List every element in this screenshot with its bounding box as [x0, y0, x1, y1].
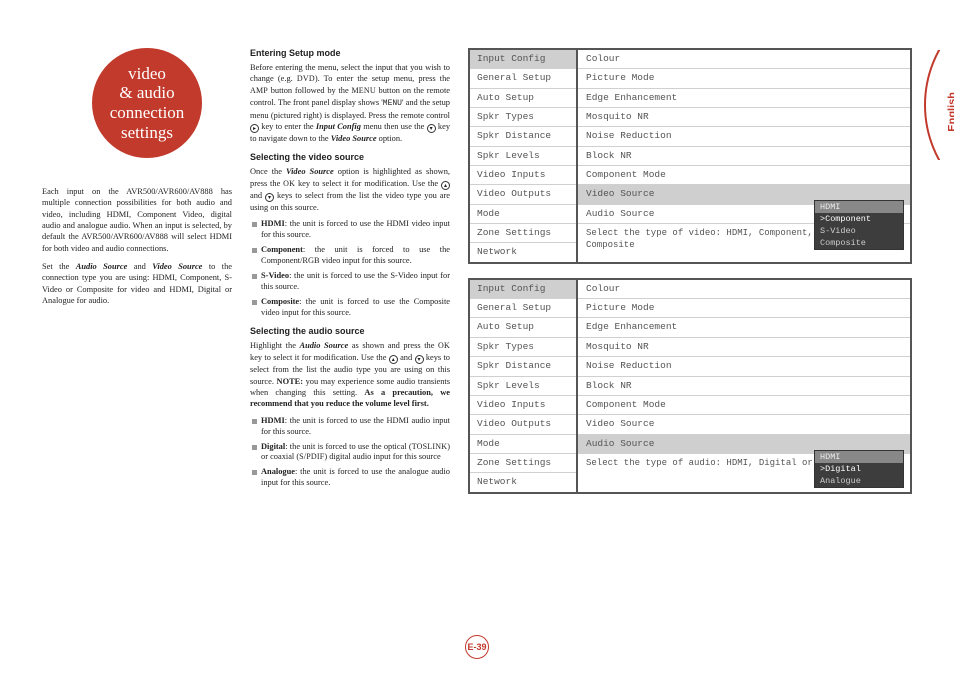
osd-menu-item: Spkr Levels — [470, 377, 576, 396]
osd-menu-item: Mode — [470, 435, 576, 454]
heading-setup: Entering Setup mode — [250, 48, 450, 58]
osd-menu-item: Spkr Types — [470, 338, 576, 357]
osd-menu-item: Spkr Distance — [470, 127, 576, 146]
osd-popup-header: HDMI — [815, 451, 903, 463]
osd-option-row: Colour — [578, 280, 910, 299]
list-item: S-Video: the unit is forced to use the S… — [250, 271, 450, 293]
list-item: Component: the unit is forced to use the… — [250, 245, 450, 267]
heading-audio: Selecting the audio source — [250, 326, 450, 336]
osd-option-row: Mosquito NR — [578, 338, 910, 357]
osd-popup-item: Analogue — [815, 475, 903, 487]
osd-option-row: Block NR — [578, 147, 910, 166]
osd-popup-item: S-Video — [815, 225, 903, 237]
osd-option-row: Picture Mode — [578, 69, 910, 88]
video-paragraph: Once the Video Source option is highligh… — [250, 166, 450, 213]
right-column: Input ConfigGeneral SetupAuto SetupSpkr … — [468, 48, 912, 494]
nav-down-icon: ▾ — [265, 193, 274, 202]
osd-popup-item: >Digital — [815, 463, 903, 475]
osd-menu-item: Auto Setup — [470, 318, 576, 337]
list-item: HDMI: the unit is forced to use the HDMI… — [250, 219, 450, 241]
osd-option-row: Noise Reduction — [578, 357, 910, 376]
osd-menu-item: Video Outputs — [470, 415, 576, 434]
osd-menu-item: Mode — [470, 205, 576, 224]
osd-left-menu: Input ConfigGeneral SetupAuto SetupSpkr … — [470, 50, 578, 262]
osd-menu-item: Zone Settings — [470, 454, 576, 473]
video-list: HDMI: the unit is forced to use the HDMI… — [250, 219, 450, 318]
osd-left-menu: Input ConfigGeneral SetupAuto SetupSpkr … — [470, 280, 578, 492]
setup-paragraph: Before entering the menu, select the inp… — [250, 62, 450, 144]
osd-menu-item: Auto Setup — [470, 89, 576, 108]
osd-popup: HDMI>Component S-Video Composite — [814, 200, 904, 250]
left-column: video & audio connection settings Each i… — [42, 48, 232, 494]
osd-popup-item: Composite — [815, 237, 903, 249]
osd-option-row: Component Mode — [578, 396, 910, 415]
osd-option-row: Component Mode — [578, 166, 910, 185]
audio-paragraph: Highlight the Audio Source as shown and … — [250, 340, 450, 409]
page-number: E-39 — [465, 635, 489, 659]
osd-option-row: Mosquito NR — [578, 108, 910, 127]
nav-right-icon: ▸ — [250, 124, 259, 133]
mid-column: Entering Setup mode Before entering the … — [250, 48, 450, 494]
badge-text: video & audio connection settings — [110, 64, 185, 142]
osd-screen-video: Input ConfigGeneral SetupAuto SetupSpkr … — [468, 48, 912, 264]
left-body: Each input on the AVR500/AVR600/AV888 ha… — [42, 186, 232, 306]
osd-option-row: Edge Enhancement — [578, 89, 910, 108]
osd-menu-item: Video Outputs — [470, 185, 576, 204]
osd-menu-item: Zone Settings — [470, 224, 576, 243]
osd-menu-item: General Setup — [470, 299, 576, 318]
osd-menu-item: Spkr Distance — [470, 357, 576, 376]
manual-page: video & audio connection settings Each i… — [0, 0, 954, 675]
osd-option-row: Noise Reduction — [578, 127, 910, 146]
osd-menu-item: Video Inputs — [470, 396, 576, 415]
osd-menu-item: Input Config — [470, 50, 576, 69]
list-item: Composite: the unit is forced to use the… — [250, 297, 450, 319]
osd-menu-item: Input Config — [470, 280, 576, 299]
audio-list: HDMI: the unit is forced to use the HDMI… — [250, 416, 450, 490]
osd-menu-item: Spkr Levels — [470, 147, 576, 166]
section-badge: video & audio connection settings — [92, 48, 202, 158]
heading-video: Selecting the video source — [250, 152, 450, 162]
osd-right-panel: ColourPicture ModeEdge EnhancementMosqui… — [578, 280, 910, 492]
osd-menu-item: Video Inputs — [470, 166, 576, 185]
language-label: English — [947, 92, 954, 132]
osd-option-row: Picture Mode — [578, 299, 910, 318]
osd-option-row: Edge Enhancement — [578, 318, 910, 337]
osd-option-row: Block NR — [578, 377, 910, 396]
osd-menu-item: General Setup — [470, 69, 576, 88]
list-item: Analogue: the unit is forced to use the … — [250, 467, 450, 489]
osd-menu-item: Network — [470, 243, 576, 261]
intro-p2: Set the Audio Source and Video Source to… — [42, 261, 232, 306]
list-item: Digital: the unit is forced to use the o… — [250, 442, 450, 464]
osd-menu-item: Spkr Types — [470, 108, 576, 127]
osd-menu-item: Network — [470, 473, 576, 491]
list-item: HDMI: the unit is forced to use the HDMI… — [250, 416, 450, 438]
nav-down-icon: ▾ — [427, 124, 436, 133]
osd-option-row: Video Source — [578, 415, 910, 434]
osd-popup-header: HDMI — [815, 201, 903, 213]
language-tab: English — [916, 50, 954, 160]
osd-right-panel: ColourPicture ModeEdge EnhancementMosqui… — [578, 50, 910, 262]
osd-option-row: Colour — [578, 50, 910, 69]
nav-down-icon: ▾ — [415, 355, 424, 364]
osd-popup: HDMI>Digital Analogue — [814, 450, 904, 488]
main-columns: video & audio connection settings Each i… — [42, 48, 912, 494]
nav-up-icon: ▴ — [389, 355, 398, 364]
nav-up-icon: ▴ — [441, 181, 450, 190]
osd-screen-audio: Input ConfigGeneral SetupAuto SetupSpkr … — [468, 278, 912, 494]
osd-popup-item: >Component — [815, 213, 903, 225]
intro-p1: Each input on the AVR500/AVR600/AV888 ha… — [42, 186, 232, 254]
